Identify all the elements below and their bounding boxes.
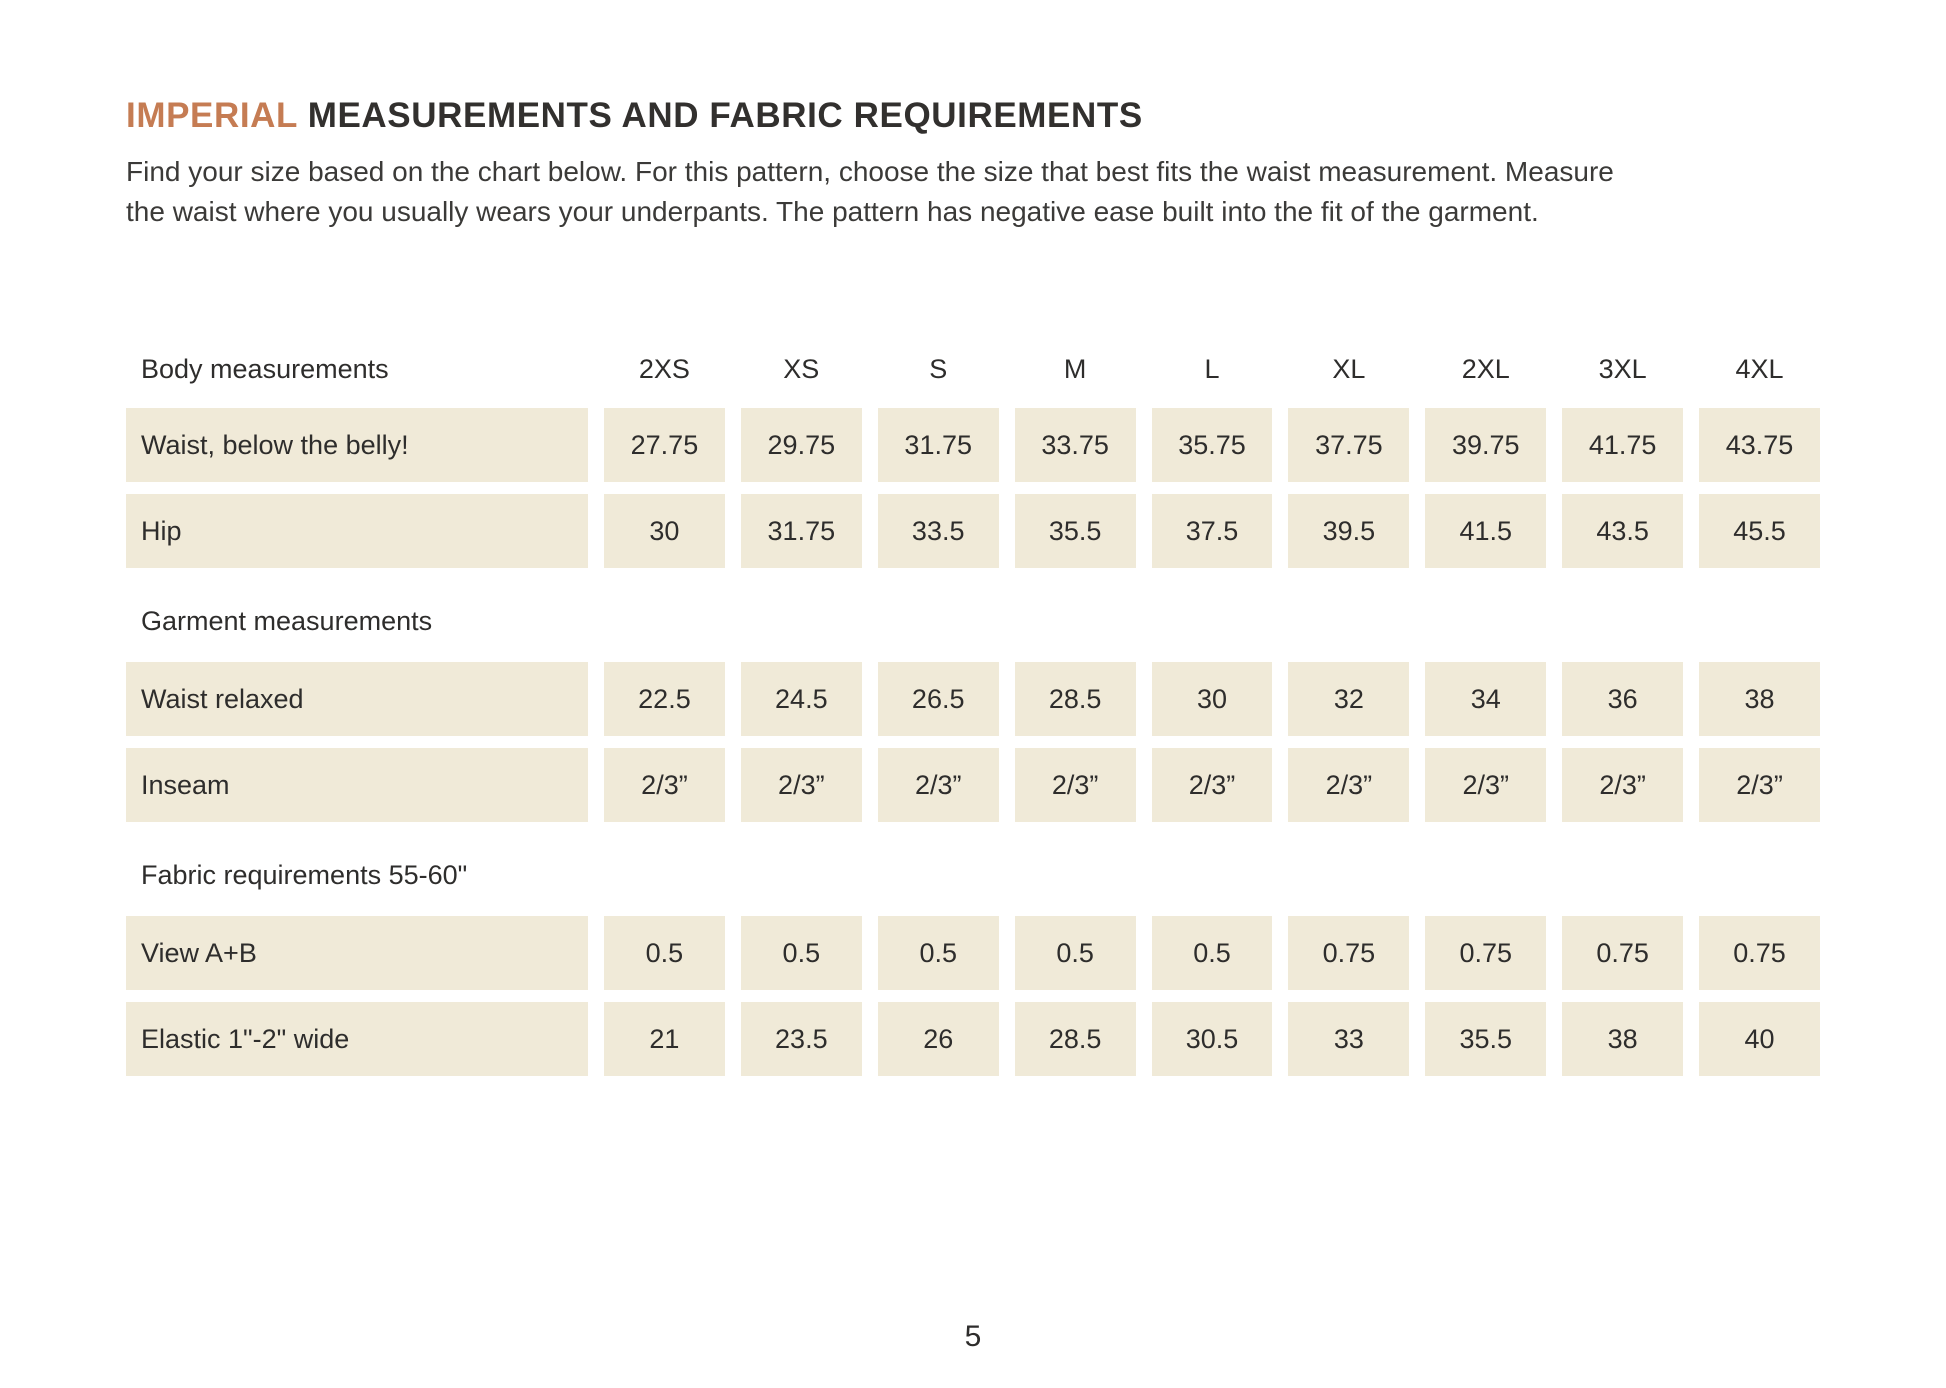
value-cell: 32 [1288, 662, 1410, 736]
value-cell: 26 [877, 1002, 999, 1076]
size-table: Body measurements 2XS XS S M L XL 2XL 3XL 4XL Wais… [126, 330, 1820, 1076]
value-cell: 37.75 [1288, 408, 1410, 482]
value-cell: 30 [604, 494, 725, 568]
page-number: 5 [964, 1320, 982, 1353]
value-cell: 28.5 [1014, 1002, 1136, 1076]
size-column-header: 2XS [638, 353, 690, 384]
row-label: Elastic 1"-2" wide [126, 1002, 588, 1076]
value-cell: 43.75 [1699, 408, 1820, 482]
value-cell: 0.75 [1288, 916, 1410, 990]
value-cell: 2/3” [1699, 748, 1820, 822]
value-cell: 41.5 [1425, 494, 1547, 568]
size-column-header: 3XL [1598, 353, 1647, 384]
value-cell: 2/3” [1151, 748, 1273, 822]
value-cell: 30.5 [1151, 1002, 1273, 1076]
value-cell: 37.5 [1151, 494, 1273, 568]
value-cell: 26.5 [877, 662, 999, 736]
row-label: Hip [126, 494, 588, 568]
value-cell: 0.5 [877, 916, 999, 990]
value-cell: 38 [1562, 1002, 1684, 1076]
value-cell: 0.75 [1425, 916, 1547, 990]
value-cell: 29.75 [740, 408, 862, 482]
table-row: View A+B 0.5 0.5 0.5 0.5 0.5 0.75 0.75 0.75 0.75 [126, 916, 1820, 990]
value-cell: 27.75 [604, 408, 725, 482]
size-column-header: M [1063, 353, 1087, 384]
row-label: View A+B [126, 916, 588, 990]
value-cell: 39.75 [1425, 408, 1547, 482]
value-cell: 38 [1699, 662, 1820, 736]
value-cell: 33 [1288, 1002, 1410, 1076]
value-cell: 35.5 [1014, 494, 1136, 568]
table-row: Waist relaxed 22.5 24.5 26.5 28.5 30 32 34 36 38 [126, 662, 1820, 736]
value-cell: 2/3” [604, 748, 725, 822]
page-content: IMPERIAL MEASUREMENTS AND FABRIC REQUIRE… [126, 0, 1820, 1076]
value-cell: 35.5 [1425, 1002, 1547, 1076]
value-cell: 2/3” [1014, 748, 1136, 822]
table-row: Elastic 1"-2" wide 21 23.5 26 28.5 30.5 33 35.5… [126, 1002, 1820, 1076]
value-cell: 2/3” [1288, 748, 1410, 822]
size-column-header: XS [783, 353, 820, 384]
page-title: IMPERIAL MEASUREMENTS AND FABRIC REQUIRE… [126, 0, 1820, 136]
row-label: Waist, below the belly! [126, 408, 588, 482]
value-cell: 35.75 [1151, 408, 1273, 482]
value-cell: 30 [1151, 662, 1273, 736]
value-cell: 2/3” [1562, 748, 1684, 822]
value-cell: 41.75 [1562, 408, 1684, 482]
section-header-row: Garment measurements [126, 580, 1820, 662]
value-cell: 33.5 [877, 494, 999, 568]
value-cell: 31.75 [740, 494, 862, 568]
page-title-accent: IMPERIAL [126, 96, 298, 135]
row-label: Waist relaxed [126, 662, 588, 736]
section-header-row: Fabric requirements 55-60" [126, 834, 1820, 916]
value-cell: 23.5 [740, 1002, 862, 1076]
section-header-label: Garment measurements [141, 605, 433, 636]
value-cell: 0.5 [604, 916, 725, 990]
size-column-header: 4XL [1735, 353, 1784, 384]
size-column-header: S [929, 353, 948, 384]
value-cell: 2/3” [1425, 748, 1547, 822]
value-cell: 39.5 [1288, 494, 1410, 568]
value-cell: 45.5 [1699, 494, 1820, 568]
value-cell: 28.5 [1014, 662, 1136, 736]
value-cell: 24.5 [740, 662, 862, 736]
table-row: Hip 30 31.75 33.5 35.5 37.5 39.5 41.5 43.5 45.5 [126, 494, 1820, 568]
size-column-header: XL [1332, 353, 1366, 384]
intro-line-1: Find your size based on the chart below.… [126, 156, 1614, 187]
value-cell: 0.5 [1014, 916, 1136, 990]
page-title-rest: MEASUREMENTS AND FABRIC REQUIREMENTS [297, 96, 1143, 135]
value-cell: 43.5 [1562, 494, 1684, 568]
value-cell: 21 [604, 1002, 725, 1076]
value-cell: 2/3” [877, 748, 999, 822]
intro-line-2: the waist where you usually wears your u… [126, 196, 1539, 227]
table-row: Waist, below the belly! 27.75 29.75 31.75 33… [126, 408, 1820, 482]
value-cell: 0.75 [1562, 916, 1684, 990]
table-row: Inseam 2/3” 2/3” 2/3” 2/3” 2/3” 2/3” 2/3” 2/3” 2/… [126, 748, 1820, 822]
row-label: Inseam [126, 748, 588, 822]
value-cell: 0.5 [740, 916, 862, 990]
value-cell: 31.75 [877, 408, 999, 482]
value-cell: 36 [1562, 662, 1684, 736]
value-cell: 33.75 [1014, 408, 1136, 482]
size-column-header: L [1204, 353, 1220, 384]
section-header-label: Fabric requirements 55-60" [141, 859, 468, 890]
value-cell: 0.5 [1151, 916, 1273, 990]
value-cell: 0.75 [1699, 916, 1820, 990]
value-cell: 34 [1425, 662, 1547, 736]
table-header-row: Body measurements 2XS XS S M L XL 2XL 3XL 4XL [126, 330, 1820, 408]
value-cell: 2/3” [740, 748, 862, 822]
value-cell: 22.5 [604, 662, 725, 736]
intro-paragraph: Find your size based on the chart below.… [126, 152, 1820, 232]
size-column-header: 2XL [1461, 353, 1510, 384]
column-group-label: Body measurements [141, 353, 389, 384]
value-cell: 40 [1699, 1002, 1820, 1076]
